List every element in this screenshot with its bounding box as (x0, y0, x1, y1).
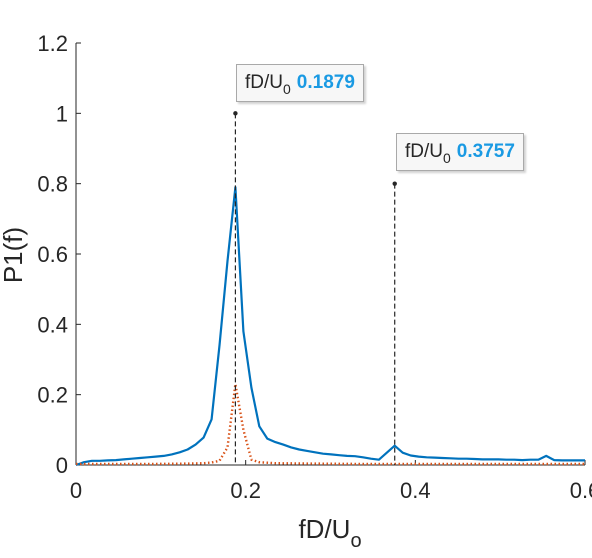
x-tick-label: 0 (70, 478, 82, 503)
y-tick-label: 1.2 (37, 31, 68, 56)
y-axis-title: P1(f) (0, 227, 28, 283)
x-axis-title: fD/Uo (298, 514, 361, 552)
axes (75, 43, 585, 466)
datatip-marker (233, 111, 238, 116)
datatip-value: 0.1879 (296, 72, 355, 93)
series-line-2 (76, 382, 585, 466)
datatip-label: fD/U (245, 72, 283, 93)
datatip-value: 0.3757 (456, 141, 515, 162)
x-tick-label: 0.6 (570, 478, 592, 503)
ticks: 0 0.2 0.4 0.6 0 0.2 0.4 0.6 0.8 1 1.2 (37, 31, 592, 503)
datatip-label-sub: 0 (443, 150, 451, 166)
x-axis-title-main: fD/U (298, 514, 350, 544)
y-tick-label: 0 (56, 453, 68, 478)
x-tick-label: 0.4 (400, 478, 431, 503)
series-layer (75, 186, 585, 467)
datatip-label: fD/U (405, 141, 443, 162)
datatip-lines (233, 111, 397, 465)
datatip[interactable]: fD/U0 0.3757 (396, 133, 524, 171)
y-tick-label: 0.8 (37, 172, 68, 197)
datatip-label-sub: 0 (283, 81, 291, 97)
y-tick-label: 1 (56, 101, 68, 126)
x-axis-title-sub: o (350, 530, 361, 552)
y-tick-label: 0.6 (37, 242, 68, 267)
datatip-marker (392, 181, 397, 186)
y-tick-label: 0.4 (37, 312, 68, 337)
datatip[interactable]: fD/U0 0.1879 (236, 64, 364, 102)
series-line-1 (75, 186, 585, 467)
x-tick-label: 0.2 (230, 478, 261, 503)
y-tick-label: 0.2 (37, 383, 68, 408)
